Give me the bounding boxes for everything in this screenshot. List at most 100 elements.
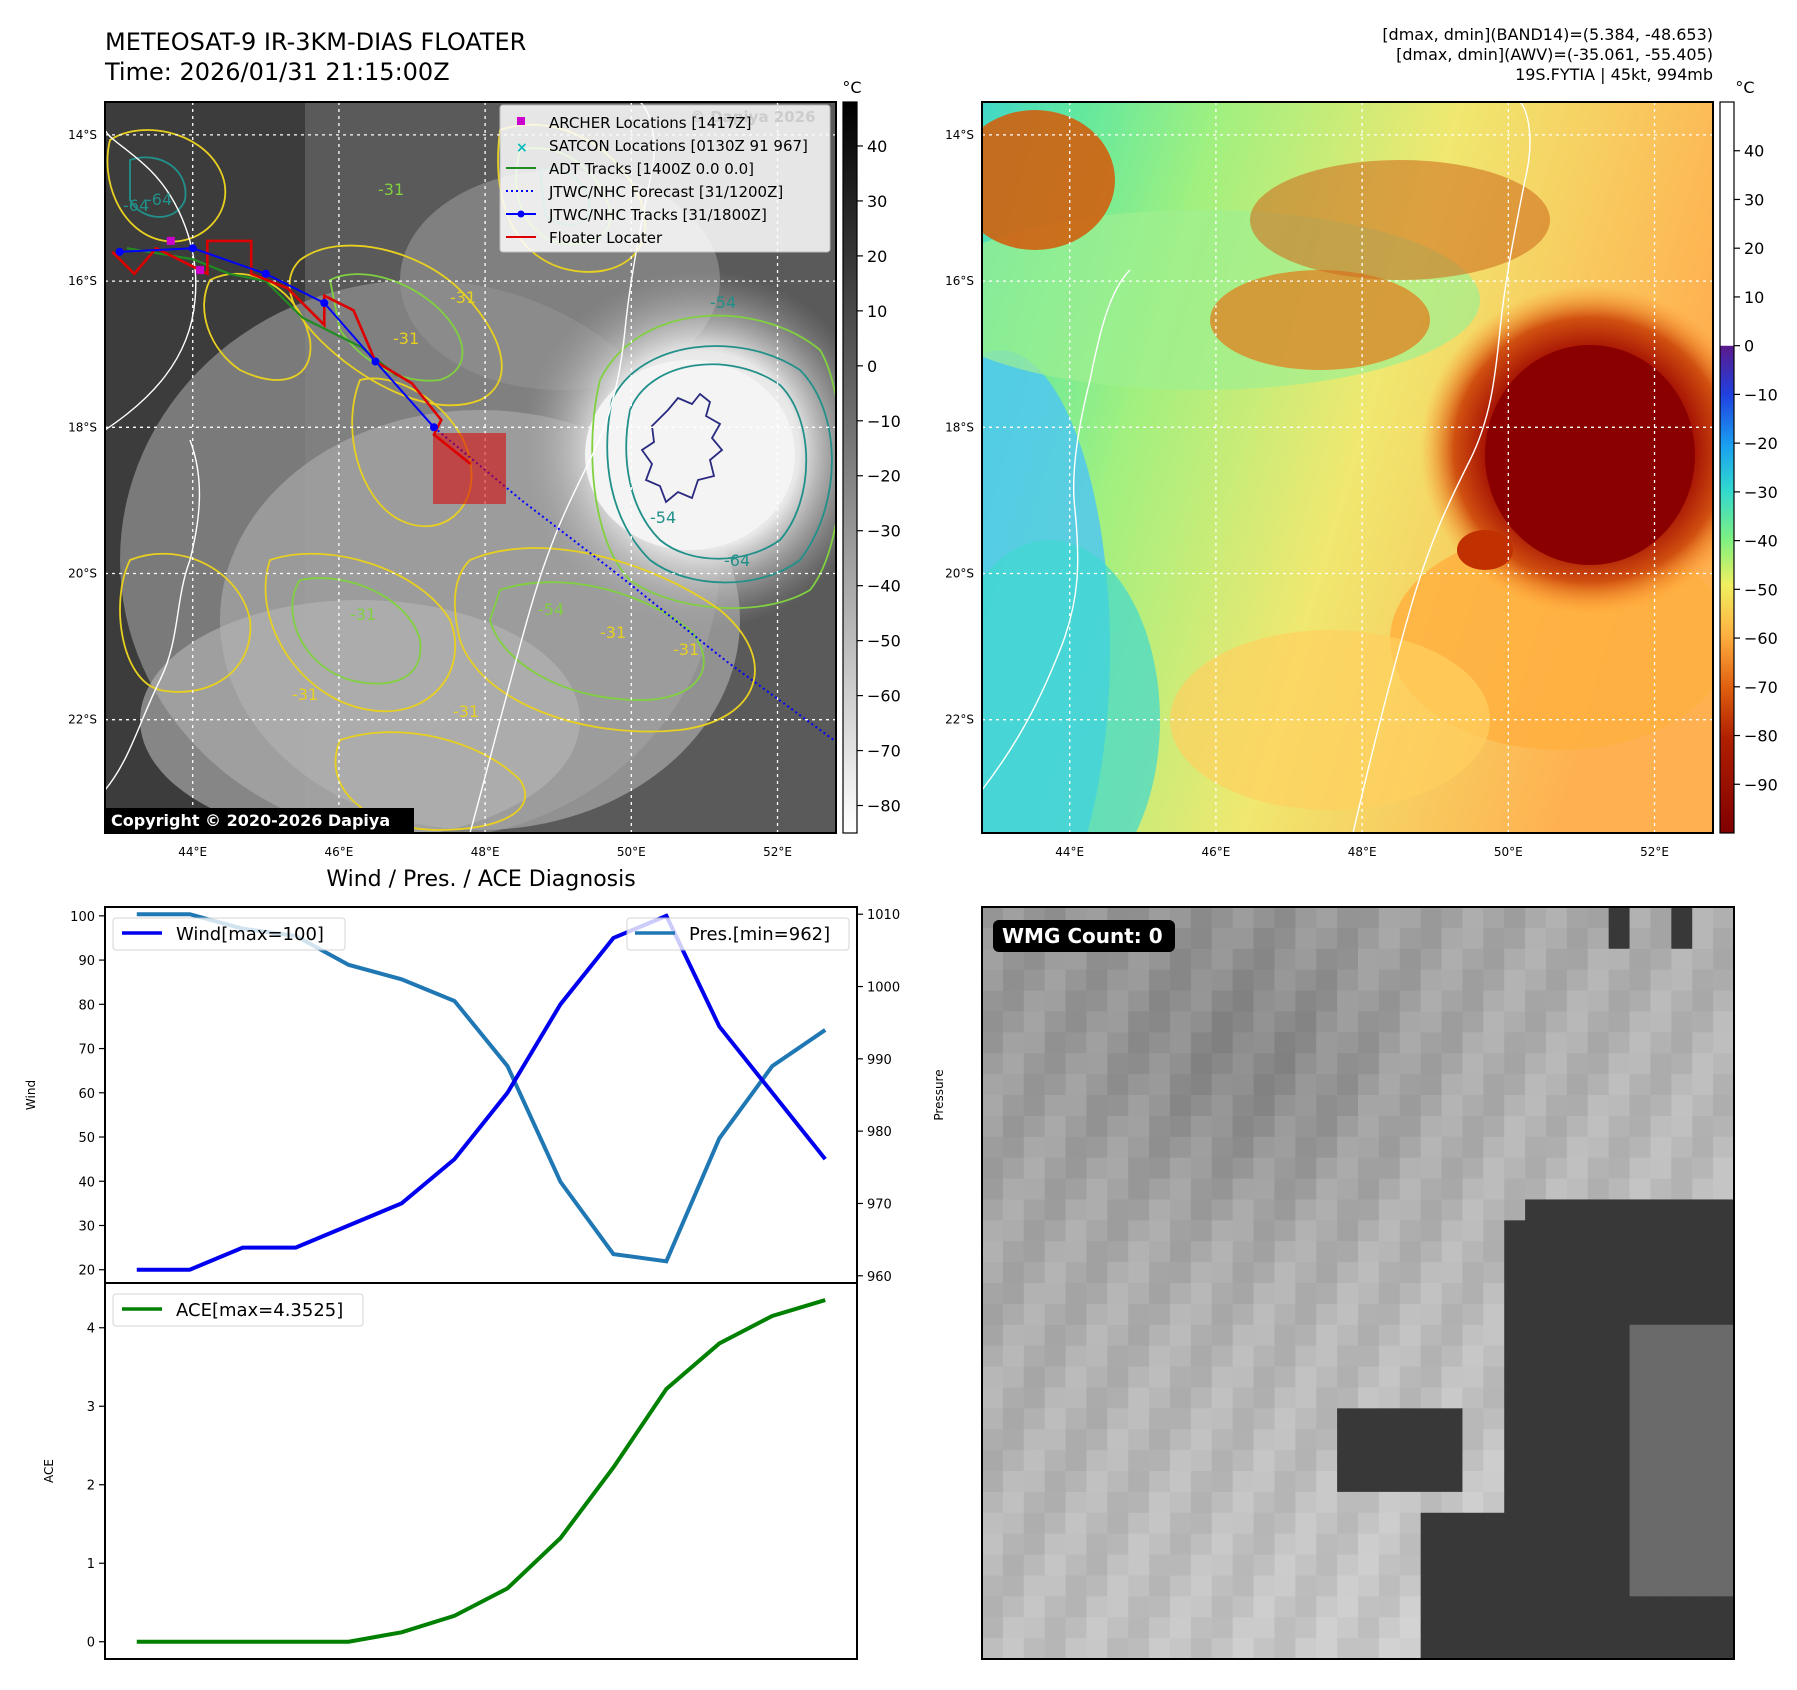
colorbar-tick-label: −90 xyxy=(1744,775,1778,794)
contour-label: -54 xyxy=(710,293,736,312)
stat-line-awv: [dmax, dmin](AWV)=(-35.061, -55.405) xyxy=(1396,45,1713,64)
lat-tick-label: 22°S xyxy=(68,713,97,727)
figure-title-line1: METEOSAT-9 IR-3KM-DIAS FLOATER xyxy=(105,28,526,56)
diagnosis-title: Wind / Pres. / ACE Diagnosis xyxy=(326,867,635,892)
jtwc-track-point xyxy=(320,299,329,308)
lon-tick-label: 46°E xyxy=(1201,845,1230,859)
ace-tick-label: 0 xyxy=(87,1636,95,1651)
wind-tick-label: 20 xyxy=(78,1264,95,1279)
jtwc-track-point xyxy=(429,423,438,432)
contour-label: -31 xyxy=(453,702,479,721)
lat-tick-label: 16°S xyxy=(945,274,974,288)
colorbar-tick-label: 30 xyxy=(1744,190,1764,209)
awv-colorbar xyxy=(1719,101,1735,834)
contour-label: -64 xyxy=(146,190,172,209)
contour-label: -31 xyxy=(450,288,476,307)
adt-track xyxy=(126,247,399,377)
lon-tick-label: 52°E xyxy=(1640,845,1669,859)
pressure-tick-label: 980 xyxy=(867,1125,892,1140)
lat-tick-label: 14°S xyxy=(68,128,97,142)
ace-chart: 4 3 2 1 0 ACE ACE[max=4.3525] xyxy=(42,1282,858,1660)
ace-axis-label: ACE xyxy=(42,1459,56,1483)
colorbar-tick-label: 10 xyxy=(867,302,887,321)
pressure-tick-label: 1000 xyxy=(867,981,900,996)
watermark-label: © Dapiya 2026 xyxy=(690,108,816,126)
wind-tick-label: 30 xyxy=(78,1219,95,1234)
lon-tick-label: 46°E xyxy=(324,845,353,859)
colorbar-tick-label: 10 xyxy=(1744,288,1764,307)
colorbar-tick-label: 40 xyxy=(1744,142,1764,161)
pressure-tick-label: 970 xyxy=(867,1197,892,1212)
lat-tick-label: 16°S xyxy=(68,274,97,288)
lon-tick-label: 44°E xyxy=(178,845,207,859)
contour-label: -31 xyxy=(378,180,404,199)
figure-title-line2: Time: 2026/01/31 21:15:00Z xyxy=(104,58,450,86)
lon-tick-label: 48°E xyxy=(1348,845,1377,859)
wind-tick-label: 100 xyxy=(70,910,95,925)
contour-label: -31 xyxy=(673,640,699,659)
contour-label: -64 xyxy=(724,551,750,570)
jtwc-track xyxy=(119,247,435,428)
colorbar-tick-label: 40 xyxy=(867,137,887,156)
ace-tick-label: 4 xyxy=(87,1322,95,1337)
lat-tick-label: 22°S xyxy=(945,713,974,727)
lat-tick-label: 18°S xyxy=(945,420,974,434)
wind-tick-label: 80 xyxy=(78,998,95,1013)
pressure-axis-label: Pressure xyxy=(932,1069,946,1120)
colorbar-tick-label: −10 xyxy=(867,412,901,431)
wind-tick-label: 40 xyxy=(78,1175,95,1190)
contour-label: -31 xyxy=(350,605,376,624)
stat-line-storm: 19S.FYTIA | 45kt, 994mb xyxy=(1515,65,1713,84)
awv-map-panel xyxy=(982,102,1713,833)
colorbar-tick-label: −50 xyxy=(867,632,901,651)
colorbar-tick-label: −60 xyxy=(1744,629,1778,648)
pressure-tick-label: 1010 xyxy=(867,908,900,923)
wmg-count-label: WMG Count: 0 xyxy=(1002,924,1163,948)
jtwc-track-point xyxy=(115,247,124,256)
colorbar-tick-label: −30 xyxy=(1744,483,1778,502)
colorbar-tick-label: −80 xyxy=(867,797,901,816)
lon-tick-label: 48°E xyxy=(471,845,500,859)
colorbar-tick-label: −20 xyxy=(1744,434,1778,453)
floater-locater-path xyxy=(111,239,472,465)
copyright-label: Copyright © 2020-2026 Dapiya xyxy=(111,811,390,830)
ir-colorbar xyxy=(842,101,858,834)
colorbar-tick-label: −40 xyxy=(1744,532,1778,551)
colorbar-tick-label: −70 xyxy=(867,742,901,761)
ace-tick-label: 1 xyxy=(87,1557,95,1572)
pressure-tick-label: 990 xyxy=(867,1053,892,1068)
ace-legend-label: ACE[max=4.3525] xyxy=(176,1300,343,1321)
jtwc-track-point xyxy=(188,244,197,253)
wmg-panel xyxy=(982,907,1734,1659)
wind-axis-label: Wind xyxy=(24,1080,38,1110)
lon-tick-label: 50°E xyxy=(1494,845,1523,859)
lon-tick-label: 44°E xyxy=(1055,845,1084,859)
legend-item-adt: ADT Tracks [1400Z 0.0 0.0] xyxy=(549,160,754,178)
pressure-tick-label: 960 xyxy=(867,1270,892,1285)
lat-tick-label: 18°S xyxy=(68,420,97,434)
colorbar-tick-label: −70 xyxy=(1744,678,1778,697)
contour-label: -31 xyxy=(600,623,626,642)
legend-item-archer: ARCHER Locations [1417Z] xyxy=(549,114,752,132)
ir-legend: © Dapiya 2026 ARCHER Locations [1417Z] ×… xyxy=(499,104,831,253)
colorbar-tick-label: −10 xyxy=(1744,385,1778,404)
wind-tick-label: 60 xyxy=(78,1087,95,1102)
archer-marker-icon xyxy=(517,117,525,125)
legend-item-tracks: JTWC/NHC Tracks [31/1800Z] xyxy=(548,206,767,224)
wind-series-line xyxy=(136,913,827,1272)
colorbar-tick-label: 0 xyxy=(1744,337,1754,356)
colorbar-tick-label: −80 xyxy=(1744,727,1778,746)
colorbar-tick-label: −40 xyxy=(867,577,901,596)
wind-tick-label: 90 xyxy=(78,954,95,969)
colorbar-tick-label: 0 xyxy=(867,357,877,376)
pressure-legend-label: Pres.[min=962] xyxy=(689,924,830,945)
colorbar-tick-label: −50 xyxy=(1744,580,1778,599)
contour-label: -54 xyxy=(538,600,564,619)
lat-tick-label: 20°S xyxy=(68,566,97,580)
colorbar-tick-label: 20 xyxy=(867,247,887,266)
jtwc-track-point xyxy=(371,357,380,366)
colorbar-tick-label: −30 xyxy=(867,522,901,541)
satcon-marker-icon: × xyxy=(516,140,528,156)
legend-item-floater: Floater Locater xyxy=(549,229,663,247)
